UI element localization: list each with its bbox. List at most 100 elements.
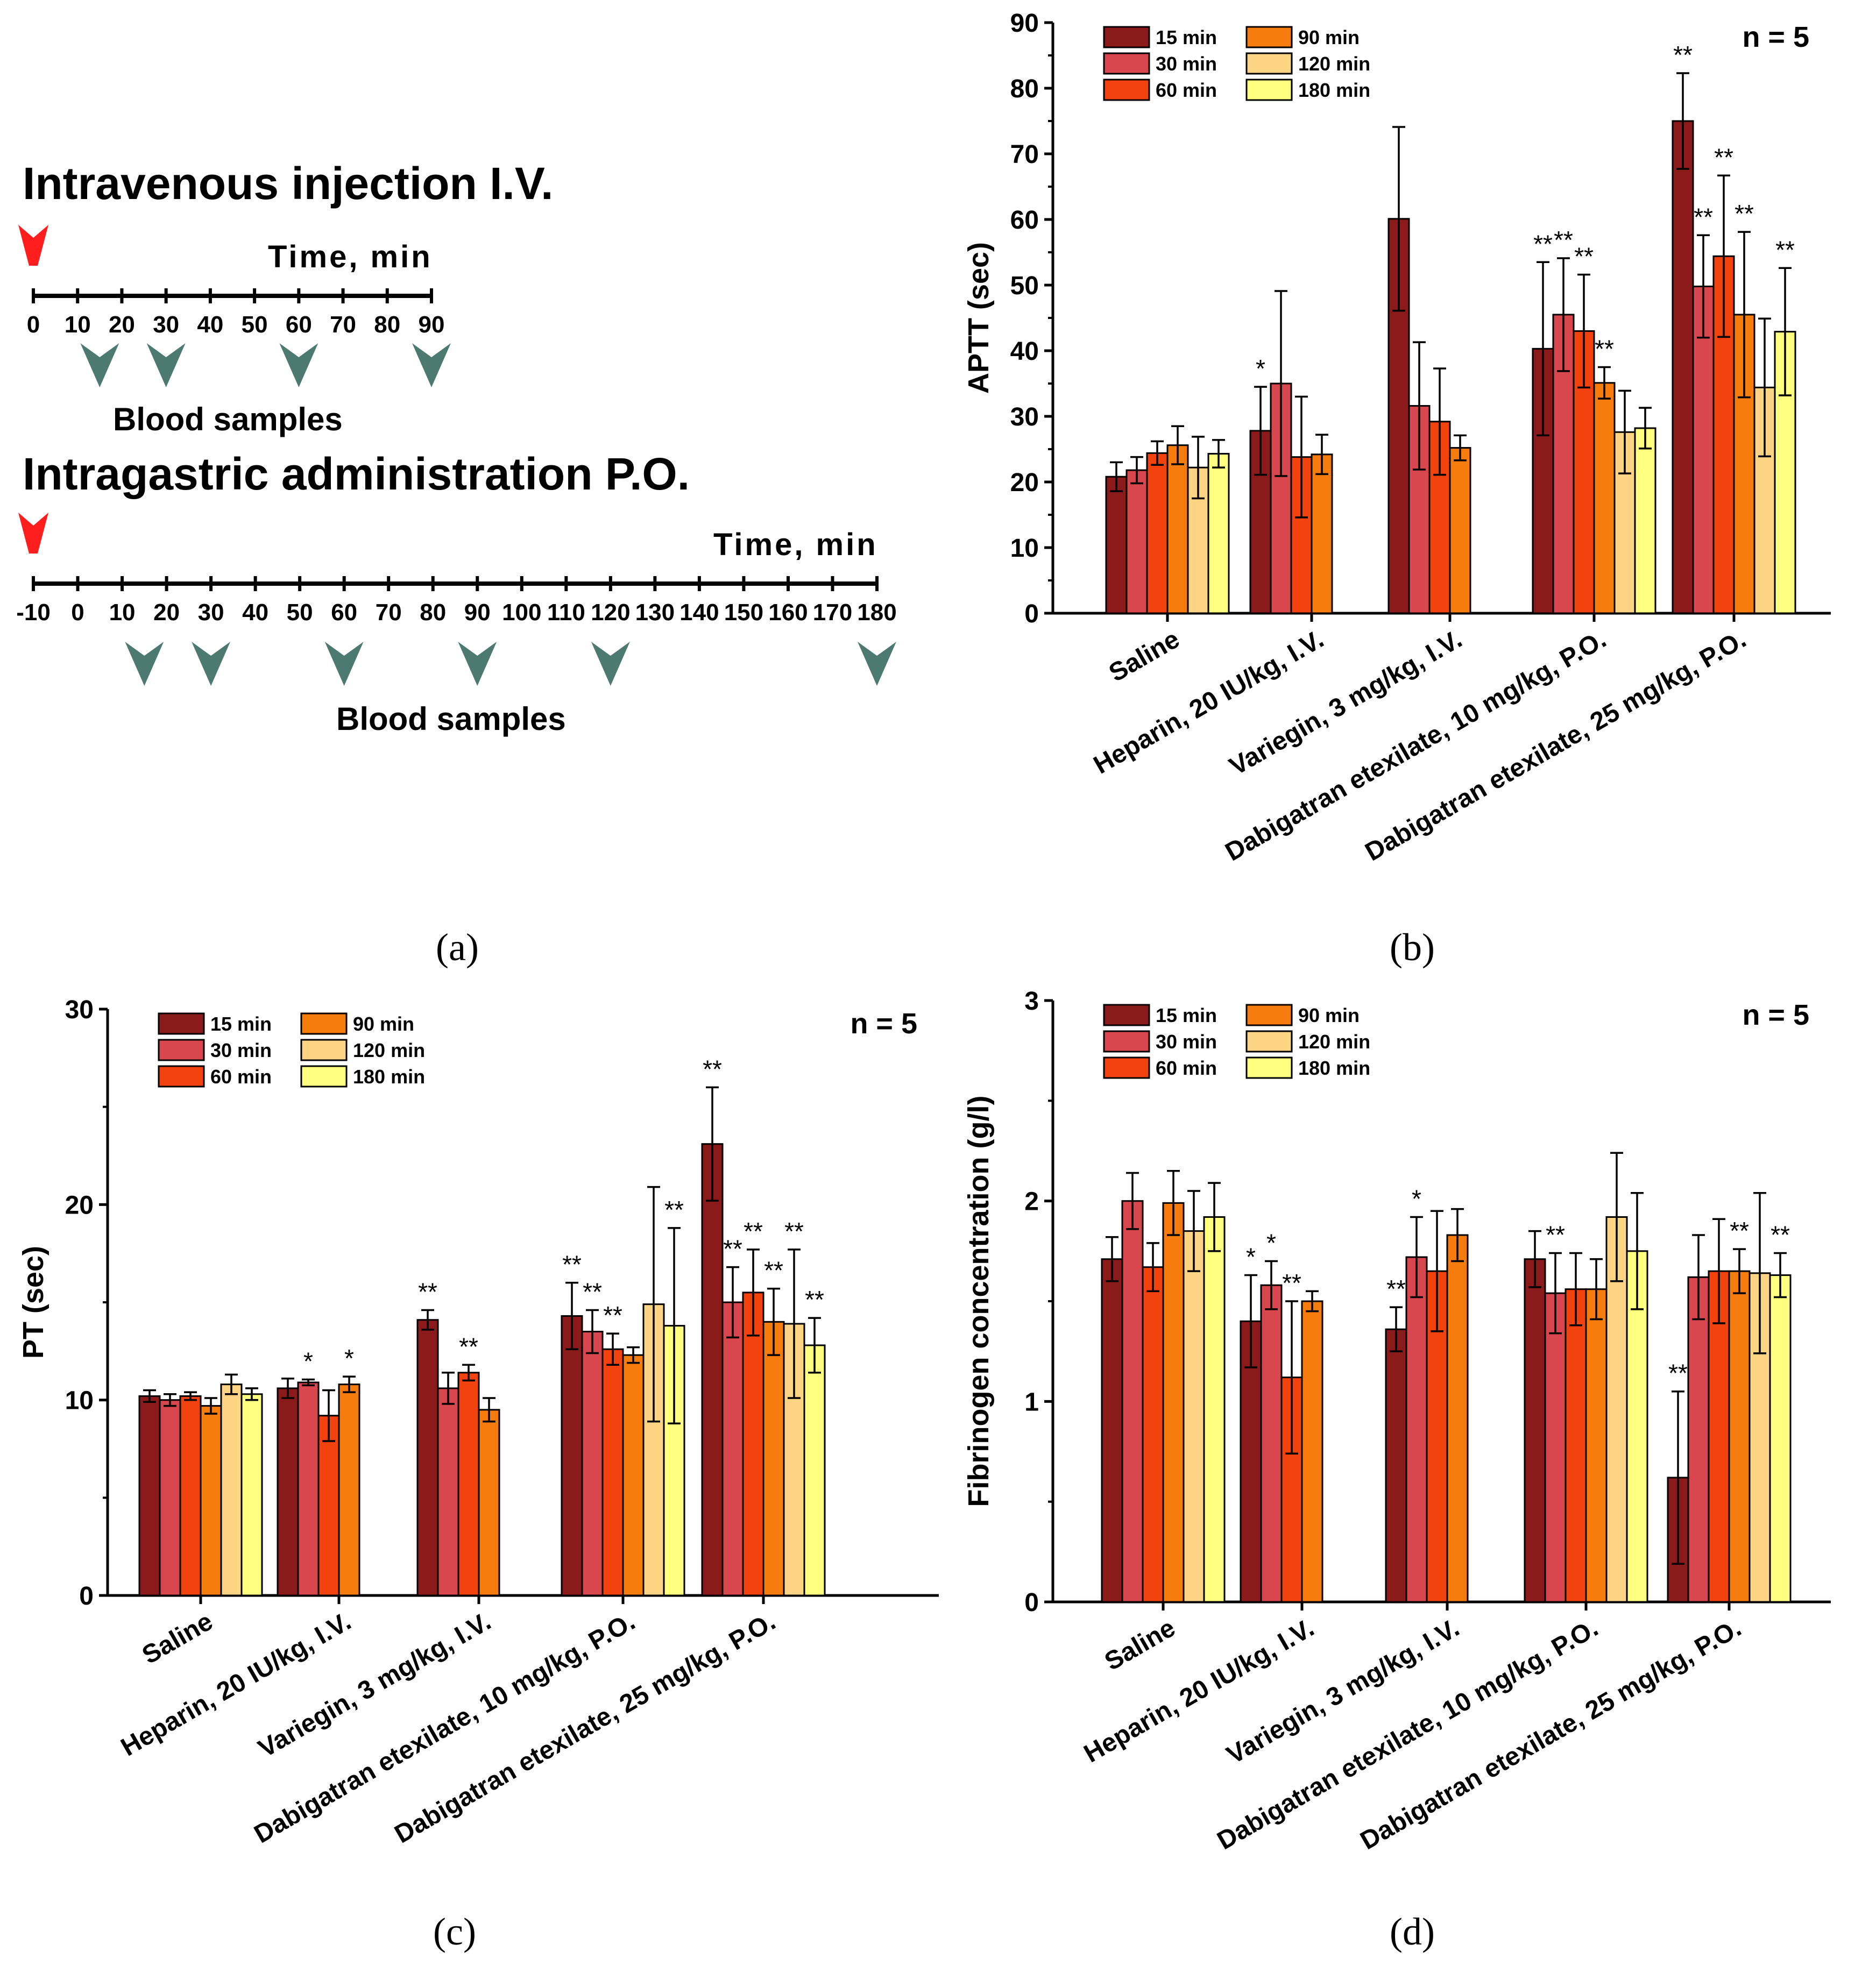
bar (1564, 1288, 1587, 1603)
timeline-tick-label: -10 (16, 599, 51, 626)
bar (1634, 427, 1656, 614)
bar (240, 1393, 263, 1597)
significance-mark: ** (459, 1332, 478, 1360)
series-90-min: *** (200, 1257, 785, 1597)
timeline-tick-label: 80 (420, 599, 446, 626)
legend-swatch (1103, 1004, 1150, 1026)
y-tick-label: 30 (65, 996, 94, 1024)
timeline-tick-label: 30 (153, 311, 179, 338)
legend-swatch (1103, 52, 1150, 75)
legend: 15 min 30 min 60 min 90 min 120 min 180 min (158, 1012, 425, 1088)
series-90-min: ** (1162, 1170, 1751, 1603)
blood-sample-arrow (192, 642, 231, 686)
bar (1449, 447, 1471, 614)
series-60-min: ** (1142, 1210, 1730, 1603)
blood-sample-arrow (279, 343, 318, 387)
significance-mark: ** (1735, 200, 1754, 228)
bar (701, 1143, 724, 1597)
timeline-tick-label: 30 (198, 599, 224, 626)
significance-mark: ** (1668, 1359, 1688, 1387)
significance-mark: ** (723, 1235, 742, 1263)
bar (179, 1395, 202, 1597)
category-label: Saline (138, 1607, 218, 1670)
significance-mark: ** (562, 1251, 582, 1279)
red-start-arrow (18, 513, 48, 554)
bar (1311, 453, 1333, 614)
bar (721, 1301, 744, 1597)
bar (1146, 452, 1169, 614)
blood-sample-arrow (858, 642, 896, 686)
bar (1687, 1276, 1710, 1603)
y-axis-label: Fibrinogen concentration (g/l) (962, 1096, 995, 1507)
bar (1183, 1230, 1205, 1603)
significance-mark: ** (1694, 203, 1713, 231)
significance-mark: ** (1554, 226, 1573, 254)
blood-sample-arrow (591, 642, 630, 686)
significance-mark: ** (1533, 230, 1553, 258)
bar (416, 1319, 439, 1597)
bar (457, 1372, 480, 1597)
sample-size-annotation: n = 5 (1742, 999, 1809, 1031)
significance-mark: * (303, 1347, 313, 1375)
bar (277, 1387, 299, 1597)
blood-samples-label: Blood samples (336, 701, 566, 737)
timeline-tick-label: 60 (286, 311, 312, 338)
legend-swatch (1103, 1030, 1150, 1053)
bar (1121, 1200, 1144, 1603)
panel-label: (b) (1390, 926, 1435, 969)
legend-swatch (1245, 1056, 1293, 1079)
y-tick-label: 80 (1010, 75, 1039, 103)
significance-mark: ** (1574, 242, 1594, 270)
significance-mark: ** (744, 1217, 763, 1245)
bar (1301, 1300, 1323, 1603)
legend: 15 min 30 min 60 min 90 min 120 min 180 min (1103, 26, 1370, 101)
bar (1142, 1266, 1164, 1603)
category-label: Variegin, 3 mg/kg, I.V. (253, 1607, 495, 1763)
category-label: Heparin, 20 IU/kg, I.V. (1079, 1614, 1319, 1769)
legend-swatch (1245, 1004, 1293, 1026)
series-180-min: ** (1203, 1182, 1792, 1603)
timeline-title: Intragastric administration P.O. (23, 449, 690, 499)
bar (338, 1384, 360, 1597)
legend-swatch (1245, 26, 1293, 48)
significance-mark: ** (1282, 1269, 1301, 1297)
legend-label: 90 min (1298, 26, 1360, 48)
significance-mark: ** (703, 1055, 722, 1083)
timeline-tick-label: 120 (591, 599, 630, 626)
timeline-tick-label: 150 (724, 599, 763, 626)
y-tick-label: 30 (1010, 403, 1039, 431)
timeline-tick-label: 10 (109, 599, 136, 626)
legend-label: 120 min (1298, 53, 1370, 75)
panel-a: Intravenous injection I.V. Time, min 0 10 20… (16, 158, 897, 969)
bar (1585, 1288, 1608, 1603)
timeline-tick-label: 130 (635, 599, 675, 626)
bar (1446, 1234, 1469, 1603)
series-30-min: ** ** (1121, 1172, 1710, 1603)
category-label: Saline (1100, 1614, 1180, 1677)
y-axis-label: PT (sec) (17, 1246, 49, 1359)
timeline-tick-label: 20 (153, 599, 180, 626)
bar (220, 1384, 243, 1597)
bar (317, 1415, 340, 1597)
timeline-tick-label: 70 (376, 599, 402, 626)
significance-mark: ** (1775, 236, 1795, 264)
bar (437, 1387, 459, 1597)
bar (601, 1348, 624, 1597)
bar (1524, 1258, 1546, 1603)
y-tick-label: 0 (79, 1582, 94, 1611)
significance-mark: ** (1714, 143, 1733, 171)
y-tick-label: 70 (1010, 140, 1039, 169)
legend-swatch (1103, 1056, 1150, 1079)
bar (1101, 1258, 1123, 1603)
bar (1105, 476, 1128, 614)
panel-label: (c) (433, 1910, 476, 1953)
timeline-tick-label: 140 (679, 599, 719, 626)
y-tick-label: 40 (1010, 337, 1039, 366)
bar (762, 1321, 785, 1597)
timeline-tick-label: 70 (330, 311, 356, 338)
legend-label: 60 min (1156, 1057, 1217, 1079)
bar (1125, 469, 1148, 614)
legend-label: 60 min (210, 1066, 272, 1088)
panel-label: (a) (436, 926, 479, 969)
